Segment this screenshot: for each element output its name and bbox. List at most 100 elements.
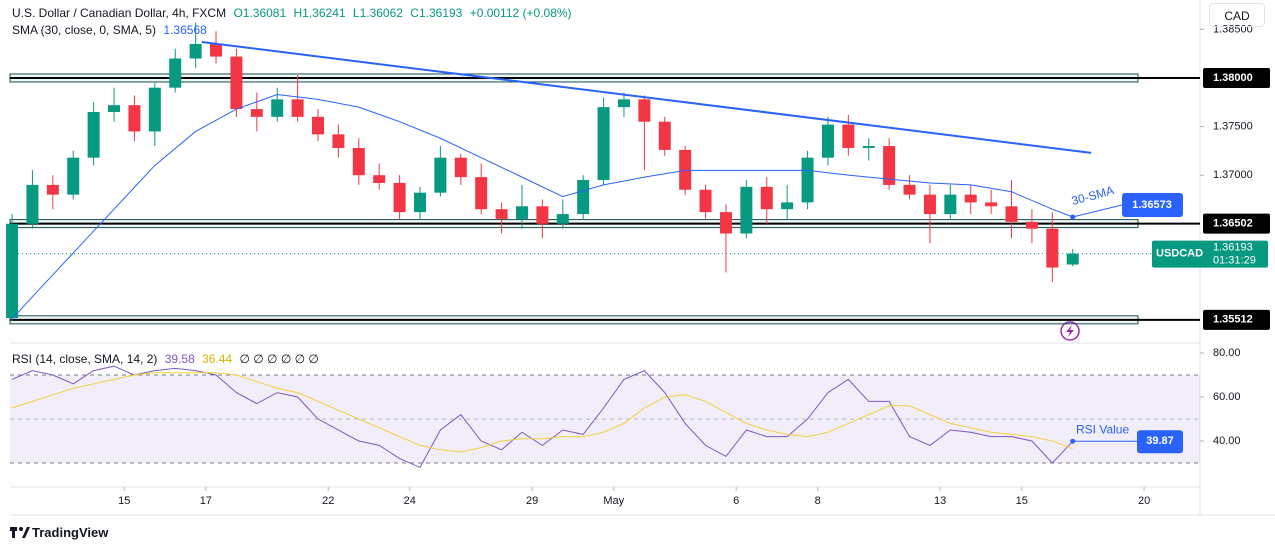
brand: TradingView <box>32 525 109 540</box>
candle-body <box>271 99 284 117</box>
candle-body <box>597 107 610 181</box>
candle-body <box>128 105 141 132</box>
rsi-legend: RSI (14, close, SMA, 14, 2) 39.58 36.44 … <box>12 352 323 366</box>
candle-body <box>842 124 855 148</box>
candle-body <box>148 87 161 132</box>
callout-dot <box>1070 438 1076 444</box>
sma-value: 1.36568 <box>163 23 207 37</box>
x-tick-label: 8 <box>815 495 821 507</box>
last-price-label: 1.36193 <box>1213 242 1253 254</box>
candle-body <box>944 194 957 215</box>
candle-body <box>393 182 406 213</box>
callout-line <box>1072 204 1123 218</box>
candle-body <box>658 121 671 150</box>
x-tick-label: 15 <box>1016 495 1028 507</box>
last-price-tag <box>1152 240 1268 268</box>
y-tick-label: 1.37000 <box>1213 169 1253 181</box>
candle-body <box>454 157 467 178</box>
candle-body <box>638 99 651 122</box>
ohlc: L1.36062 <box>352 6 403 20</box>
x-tick-label: 6 <box>733 495 739 507</box>
x-tick-label: 29 <box>526 495 538 507</box>
y-tick-label: 40.00 <box>1213 435 1241 447</box>
countdown: 01:31:29 <box>1213 255 1256 267</box>
candle-body <box>1025 221 1038 229</box>
rsi-line <box>11 372 1073 453</box>
change: +0.00112 (+0.08%) <box>469 6 572 20</box>
candle-body <box>617 99 630 108</box>
candle-body <box>210 43 223 57</box>
candle-body <box>577 180 590 215</box>
callout-tag <box>1137 430 1183 454</box>
level-tag <box>1203 213 1270 234</box>
rsi-ma-value: 36.44 <box>202 352 233 366</box>
candle-body <box>985 202 998 207</box>
ohlc: H1.36241 <box>293 6 346 20</box>
candle-body <box>862 146 875 148</box>
logo <box>10 527 30 538</box>
candle-body <box>291 99 304 117</box>
candle-body <box>1005 206 1018 222</box>
sma-name: SMA (30, close, 0, SMA, 5) <box>12 23 157 37</box>
candle-body <box>352 147 365 176</box>
level-label: 1.38000 <box>1213 72 1253 84</box>
candle-body <box>903 184 916 195</box>
x-tick-label: May <box>603 495 624 507</box>
candle-body <box>475 177 488 210</box>
candle-body <box>108 105 121 112</box>
y-tick-label: 1.37500 <box>1213 120 1253 132</box>
header-line: U.S. Dollar / Canadian Dollar, 4h, FXCM … <box>12 6 576 20</box>
x-tick-label: 24 <box>404 495 416 507</box>
x-tick-label: 22 <box>322 495 334 507</box>
x-tick-label: 20 <box>1138 495 1150 507</box>
candle-body <box>87 111 100 158</box>
symbol-title: U.S. Dollar / Canadian Dollar, 4h, FXCM <box>12 6 227 20</box>
callout-tag <box>1122 193 1183 217</box>
candle-body <box>169 58 182 88</box>
callout-text: RSI Value <box>1076 422 1129 436</box>
candle-body <box>6 223 19 319</box>
x-tick-label: 17 <box>200 495 212 507</box>
sma-legend: SMA (30, close, 0, SMA, 5) 1.36568 <box>12 23 211 37</box>
candle-body <box>699 189 712 213</box>
candle-body <box>740 186 753 234</box>
candle-body <box>1066 253 1079 265</box>
candle-body <box>230 56 243 110</box>
candle-body <box>883 146 896 185</box>
candle-body <box>964 194 977 203</box>
x-tick-label: 15 <box>118 495 130 507</box>
candle-body <box>923 194 936 215</box>
level-label: 1.36502 <box>1213 217 1253 229</box>
callout-label: 1.36573 <box>1132 199 1172 211</box>
trendline <box>201 41 1092 154</box>
symbol-label: USDCAD <box>1156 248 1203 260</box>
ohlc: O1.36081 <box>233 6 287 20</box>
candle-body <box>434 157 447 193</box>
y-tick-label: 60.00 <box>1213 391 1241 403</box>
candle-body <box>801 157 814 203</box>
candle-body <box>515 206 528 219</box>
rsi-placeholders: ∅ ∅ ∅ ∅ ∅ ∅ <box>239 352 319 366</box>
event-icon-bolt <box>1066 325 1074 337</box>
candle-body <box>1046 228 1059 268</box>
rsi-line <box>11 365 1074 469</box>
callout-dot <box>1070 214 1076 220</box>
candle-body <box>719 212 732 234</box>
candle-body <box>821 124 834 158</box>
sma-line <box>11 93 1073 320</box>
candle-body <box>373 175 386 183</box>
currency-button[interactable]: CAD <box>1209 3 1265 27</box>
level-tag <box>1203 67 1270 88</box>
candle-body <box>26 184 39 224</box>
y-tick-label: 80.00 <box>1213 347 1241 359</box>
candle-body <box>556 214 569 224</box>
rsi-name: RSI (14, close, SMA, 14, 2) <box>12 352 158 366</box>
candle-body <box>189 43 202 59</box>
level-label: 1.35512 <box>1213 314 1253 326</box>
candle-body <box>495 209 508 219</box>
candle-body <box>46 184 59 195</box>
candle-body <box>413 192 426 213</box>
callout-label: 39.87 <box>1146 435 1174 447</box>
